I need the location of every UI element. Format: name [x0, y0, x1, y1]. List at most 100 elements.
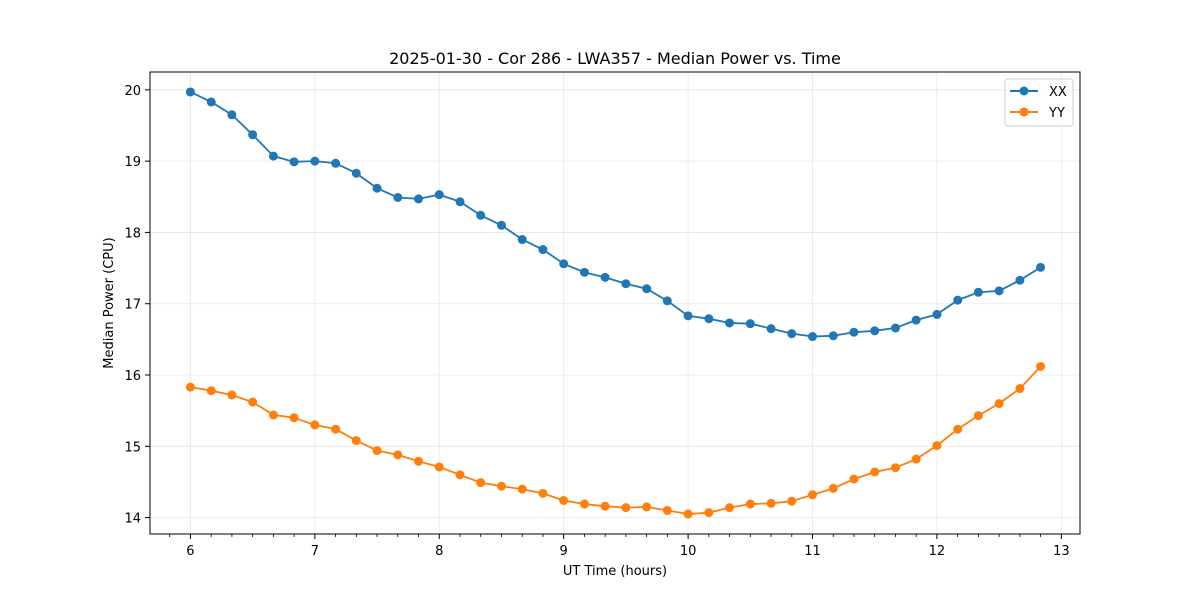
data-point-yy: [310, 420, 320, 430]
data-point-yy: [808, 490, 818, 500]
x-tick-label: 13: [1053, 544, 1070, 559]
data-point-xx: [1036, 262, 1046, 272]
data-point-yy: [890, 463, 900, 473]
data-point-xx: [787, 329, 797, 339]
data-point-yy: [953, 424, 963, 434]
data-point-xx: [351, 168, 361, 178]
data-point-xx: [268, 151, 278, 161]
data-point-yy: [932, 441, 942, 451]
legend-label-yy: YY: [1048, 106, 1065, 121]
legend-marker-yy: [1019, 107, 1029, 117]
x-tick-label: 7: [311, 544, 319, 559]
x-tick-label: 10: [680, 544, 697, 559]
data-point-xx: [808, 332, 818, 342]
data-point-xx: [517, 235, 527, 245]
data-point-yy: [248, 397, 258, 407]
data-point-xx: [331, 158, 341, 168]
data-point-xx: [538, 245, 548, 255]
axis-ticks: 6 7 8 9 10 11 12 13 14 15 16 17 18 19 20: [124, 84, 1069, 559]
data-point-xx: [973, 287, 983, 297]
x-axis-label: UT Time (hours): [563, 564, 667, 579]
data-point-xx: [662, 296, 672, 306]
data-point-yy: [476, 478, 486, 488]
y-tick-label: 15: [124, 440, 141, 455]
data-point-xx: [766, 324, 776, 334]
data-point-xx: [185, 87, 195, 97]
data-point-yy: [766, 498, 776, 508]
legend-marker-xx: [1019, 86, 1029, 96]
data-point-yy: [1015, 384, 1025, 394]
data-point-yy: [911, 454, 921, 464]
data-point-xx: [704, 314, 714, 324]
data-point-xx: [642, 284, 652, 294]
data-point-yy: [704, 508, 714, 518]
data-point-yy: [455, 470, 465, 480]
data-point-yy: [331, 424, 341, 434]
data-point-yy: [496, 481, 506, 491]
data-point-xx: [248, 130, 258, 140]
y-tick-label: 14: [124, 512, 141, 527]
data-point-yy: [393, 450, 403, 460]
y-tick-label: 20: [124, 84, 141, 99]
y-tick-label: 18: [124, 226, 141, 241]
data-point-yy: [227, 390, 237, 400]
data-point-xx: [725, 318, 735, 328]
data-point-yy: [268, 410, 278, 420]
data-point-xx: [828, 331, 838, 341]
x-tick-label: 9: [560, 544, 568, 559]
data-point-xx: [227, 110, 237, 120]
data-point-xx: [206, 97, 216, 107]
data-point-yy: [849, 474, 859, 484]
x-tick-label: 8: [435, 544, 443, 559]
data-point-xx: [559, 259, 569, 269]
data-point-yy: [994, 399, 1004, 409]
chart-title: 2025-01-30 - Cor 286 - LWA357 - Median P…: [389, 49, 841, 68]
legend-label-xx: XX: [1049, 85, 1067, 100]
y-tick-label: 16: [124, 369, 141, 384]
data-point-xx: [496, 220, 506, 230]
legend: XX YY: [1004, 78, 1074, 127]
data-point-yy: [662, 505, 672, 515]
data-point-xx: [393, 192, 403, 202]
data-point-yy: [1036, 361, 1046, 371]
y-axis-label: Median Power (CPU): [102, 237, 117, 368]
data-point-xx: [870, 326, 880, 336]
data-point-xx: [434, 190, 444, 200]
data-point-yy: [185, 382, 195, 392]
data-point-yy: [787, 496, 797, 506]
data-point-yy: [973, 411, 983, 421]
data-point-xx: [579, 267, 589, 277]
grid-lines: [150, 72, 1080, 534]
data-point-xx: [745, 319, 755, 329]
y-tick-label: 17: [124, 298, 141, 313]
x-tick-label: 12: [929, 544, 946, 559]
data-point-yy: [206, 386, 216, 396]
data-point-yy: [413, 456, 423, 466]
data-point-xx: [932, 309, 942, 319]
data-point-yy: [559, 495, 569, 505]
plot-frame: [149, 71, 1081, 535]
x-tick-label: 11: [804, 544, 821, 559]
data-point-xx: [600, 272, 610, 282]
data-point-yy: [745, 499, 755, 509]
data-point-xx: [413, 194, 423, 204]
data-point-yy: [351, 436, 361, 446]
data-point-xx: [683, 311, 693, 321]
data-point-xx: [890, 323, 900, 333]
data-point-yy: [683, 509, 693, 519]
data-point-yy: [621, 503, 631, 513]
data-point-xx: [621, 279, 631, 289]
data-point-xx: [911, 315, 921, 325]
data-point-xx: [994, 286, 1004, 296]
data-point-xx: [1015, 275, 1025, 285]
data-point-xx: [849, 327, 859, 337]
data-point-yy: [538, 488, 548, 498]
data-point-yy: [289, 413, 299, 423]
data-point-xx: [372, 183, 382, 193]
data-point-yy: [579, 499, 589, 509]
data-point-xx: [476, 210, 486, 220]
data-point-xx: [953, 295, 963, 305]
data-point-yy: [434, 462, 444, 472]
